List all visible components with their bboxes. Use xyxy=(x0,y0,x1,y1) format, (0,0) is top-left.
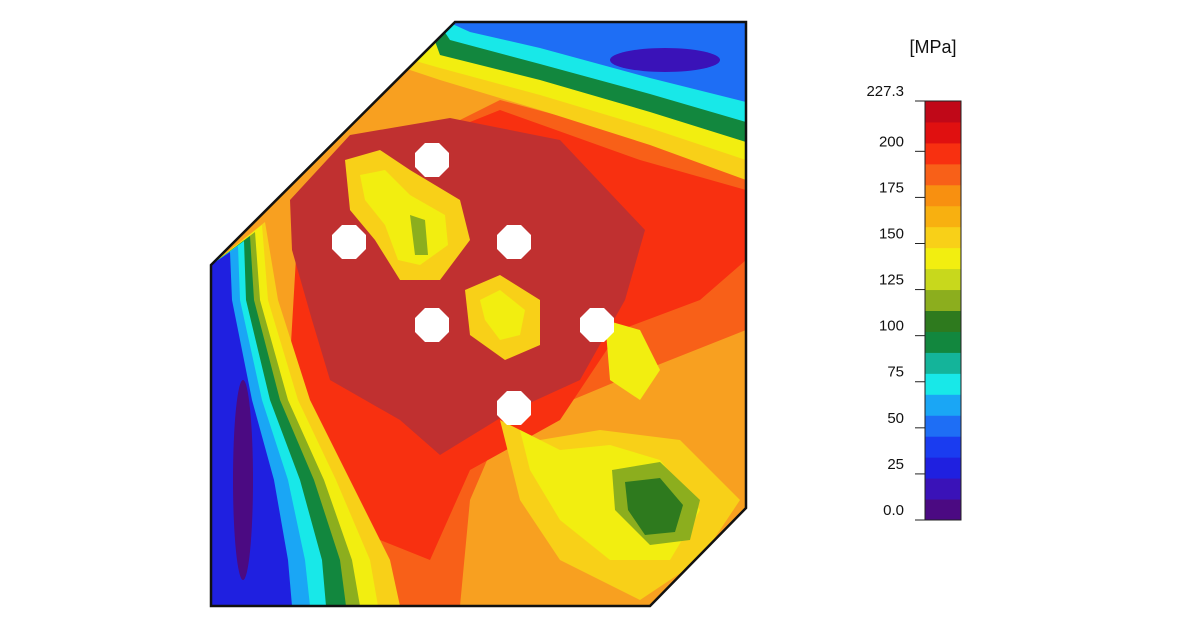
color-band xyxy=(925,373,961,395)
color-band xyxy=(925,226,961,249)
colorbar-tick-label: 200 xyxy=(879,133,904,150)
color-band xyxy=(925,394,961,416)
color-band xyxy=(925,457,961,479)
plate-outline xyxy=(209,20,748,608)
color-band xyxy=(925,499,961,521)
colorbar-tick-label: 50 xyxy=(887,410,904,427)
color-band xyxy=(925,310,961,332)
color-band xyxy=(925,415,961,437)
stress-field xyxy=(211,22,746,606)
colorbar-tick-label: 175 xyxy=(879,179,904,196)
color-band xyxy=(925,331,961,353)
color-band xyxy=(925,289,961,311)
color-band xyxy=(925,478,961,500)
colorbar-tick-label: 150 xyxy=(879,225,904,242)
color-band xyxy=(925,352,961,374)
colorbar-tick-label: 100 xyxy=(879,318,904,335)
colorbar-tick-label: 75 xyxy=(887,364,904,381)
color-band xyxy=(925,101,961,123)
colorbar-tick-label: 0.0 xyxy=(883,502,904,519)
colorbar-unit: [MPa] xyxy=(909,37,956,57)
color-band xyxy=(925,184,961,207)
color-band xyxy=(925,247,961,270)
colorbar: 0.0 25 50 75 100 125 150 175 200 227.3 xyxy=(866,83,962,521)
colorbar-frame xyxy=(924,100,962,521)
holes xyxy=(332,143,614,425)
colorbar-tick-label: 125 xyxy=(879,272,904,289)
color-band xyxy=(925,163,961,186)
color-band xyxy=(925,436,961,458)
color-band xyxy=(925,121,961,144)
colorbar-tick-label: 227.3 xyxy=(866,83,904,100)
color-band xyxy=(925,268,961,291)
colorbar-tick-label: 25 xyxy=(887,456,904,473)
color-band xyxy=(925,205,961,228)
color-band xyxy=(925,142,961,165)
